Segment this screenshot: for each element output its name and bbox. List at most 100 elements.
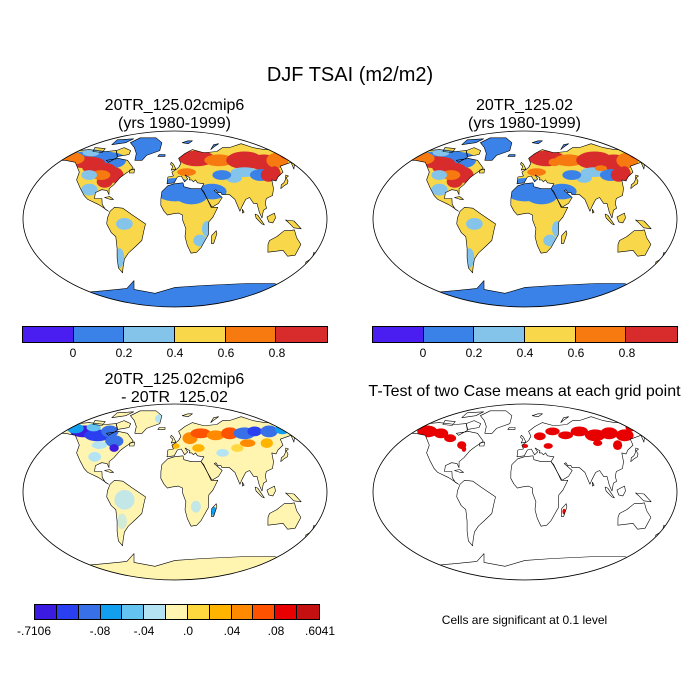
data-cell-cluster	[81, 170, 97, 180]
colorbar-abs-1-swatch	[124, 327, 176, 342]
land-borneo	[267, 486, 276, 496]
coastline-eurasia	[516, 143, 654, 219]
colorbar-abs-2-swatch	[626, 327, 678, 342]
coastline-madagascar	[211, 230, 218, 244]
data-cell-cluster	[417, 425, 438, 438]
data-cell-cluster	[192, 444, 205, 452]
land-novaya	[210, 416, 219, 423]
panel-3-title: 20TR_125.02cmip6 - 20TR_125.02	[22, 371, 327, 407]
map-content	[23, 404, 327, 580]
colorbar-abs-1-tick-label: 0.8	[268, 346, 286, 360]
data-cell-cluster	[177, 168, 196, 176]
land-ellesmere	[111, 411, 134, 418]
land-newguinea	[285, 220, 302, 229]
colorbar-diff-swatch	[56, 605, 79, 619]
coastline-svalbard	[181, 140, 193, 144]
colorbar-abs-1-swatch	[225, 327, 277, 342]
coastline-newguinea	[635, 219, 652, 230]
coastline-sumatra	[254, 213, 265, 226]
colorbar-diff-swatch	[275, 605, 298, 619]
data-cell-cluster	[197, 183, 227, 200]
colorbar-abs-1-swatch	[276, 327, 328, 342]
data-cell-cluster	[521, 444, 529, 448]
coastline-ellesmere	[461, 138, 484, 145]
land-ellesmere	[461, 411, 484, 418]
panel-1-title-line2: (yrs 1980-1999)	[118, 115, 231, 132]
colorbar-abs-2-swatch	[474, 327, 526, 342]
coastline-sumatra	[254, 486, 265, 499]
coastline-australia	[267, 229, 302, 257]
coastline-southAmerica	[456, 480, 496, 547]
coastline-iceland	[507, 154, 516, 157]
coastline-svalbard	[181, 413, 193, 417]
coastline-sriLanka	[242, 481, 245, 487]
coastline-japan	[630, 447, 639, 462]
data-cell-cluster	[190, 428, 211, 439]
coastline-sumatra	[604, 486, 615, 499]
data-cell-cluster	[466, 218, 483, 230]
colorbar-abs-1-tick-label: 0.2	[115, 346, 133, 360]
coastline-eurasia	[516, 416, 654, 492]
colorbar-abs-2-swatch	[423, 327, 475, 342]
colorbar-abs-1-swatch	[175, 327, 226, 342]
coastline-greenland	[130, 137, 163, 161]
data-cell-cluster	[584, 429, 606, 442]
coastline-baffin	[115, 147, 131, 157]
colorbar-diff-tick-label: -.7106	[16, 624, 52, 638]
colorbar-diff-swatch	[166, 605, 188, 619]
data-cell-cluster	[630, 235, 651, 252]
land-madagascar	[561, 230, 567, 244]
coastline-japan	[630, 174, 639, 189]
colorbar-diff-swatches	[34, 604, 320, 620]
colorbar-abs-2-swatches	[372, 326, 678, 343]
data-cell-cluster	[114, 490, 135, 510]
panel-2-title-line1: 20TR_125.02	[476, 97, 573, 114]
land-newguinea	[635, 493, 652, 502]
coastline-uk	[170, 162, 177, 171]
data-cell-cluster	[190, 500, 201, 513]
colorbar-diff-swatch	[187, 605, 210, 619]
coastline-novaya	[210, 143, 219, 150]
land-uk	[170, 162, 176, 171]
map-outline	[22, 403, 328, 581]
data-cell-cluster	[260, 438, 273, 448]
colorbar-diff-swatch	[122, 605, 145, 619]
colorbar-diff-swatch	[209, 605, 232, 619]
data-cell-cluster	[545, 427, 560, 436]
coastline-ellesmere	[111, 411, 134, 418]
land-sumatra	[255, 214, 265, 225]
land-iceland	[157, 154, 166, 157]
colorbar-abs-1-swatch	[73, 327, 125, 342]
data-cell-cluster	[554, 154, 584, 167]
land-baffin	[116, 420, 131, 430]
panel-1-title: 20TR_125.02cmip6 (yrs 1980-1999)	[22, 97, 327, 133]
land-greenland	[480, 410, 512, 434]
data-cell-cluster	[441, 170, 461, 180]
coastline-japan	[280, 174, 289, 189]
colorbar-diff-tick-label: -.04	[133, 624, 155, 638]
data-cell-cluster	[562, 170, 582, 180]
map-panel-control	[372, 130, 678, 308]
coastline-uk	[170, 435, 177, 444]
coastline-southAmerica	[106, 480, 146, 547]
data-field	[412, 148, 651, 268]
data-cell-cluster	[613, 440, 623, 450]
map-outline	[372, 403, 678, 581]
data-cell-cluster	[461, 446, 467, 452]
colorbar-panel-1: 0 0.2 0.4 0.6 0.8	[22, 326, 328, 366]
data-cell-cluster	[431, 170, 447, 180]
data-cell-cluster	[86, 423, 101, 432]
data-cell-cluster	[116, 218, 133, 230]
coastline-novaya	[560, 143, 569, 150]
coastline-australia	[617, 502, 652, 530]
coastline-sriLanka	[592, 481, 595, 487]
colorbar-abs-1-tick-label: 0.4	[166, 346, 184, 360]
coastline-cuba	[454, 196, 464, 200]
data-cell-cluster	[533, 432, 546, 441]
data-cell-cluster	[629, 149, 647, 160]
land-novaya	[560, 416, 569, 423]
panel-2-title: 20TR_125.02 (yrs 1980-1999)	[372, 97, 677, 133]
data-field	[66, 413, 293, 530]
coastline-madagascar	[561, 230, 568, 244]
data-cell-cluster	[216, 449, 229, 457]
